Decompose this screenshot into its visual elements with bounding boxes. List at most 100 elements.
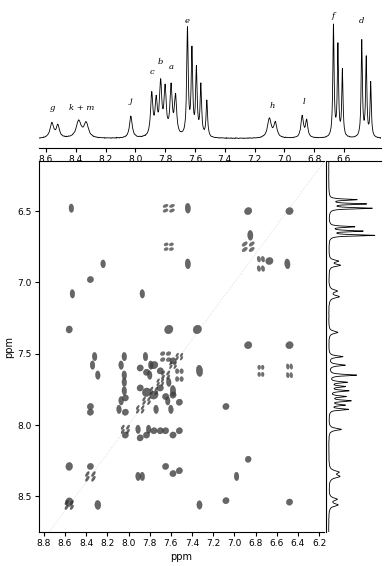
Ellipse shape	[170, 392, 176, 398]
Ellipse shape	[66, 326, 72, 333]
Ellipse shape	[87, 404, 94, 410]
Ellipse shape	[164, 243, 168, 246]
Ellipse shape	[193, 325, 202, 334]
Ellipse shape	[174, 362, 177, 365]
Ellipse shape	[166, 397, 170, 405]
Text: b: b	[158, 58, 163, 66]
Ellipse shape	[122, 352, 127, 361]
Ellipse shape	[163, 204, 168, 208]
Ellipse shape	[141, 405, 144, 410]
Ellipse shape	[157, 382, 159, 386]
Ellipse shape	[174, 365, 177, 368]
Ellipse shape	[121, 429, 124, 434]
Ellipse shape	[249, 242, 254, 246]
Ellipse shape	[175, 376, 179, 381]
Ellipse shape	[136, 405, 139, 410]
Ellipse shape	[169, 362, 172, 365]
Ellipse shape	[196, 365, 203, 376]
Ellipse shape	[119, 361, 124, 370]
Ellipse shape	[95, 371, 100, 379]
Ellipse shape	[161, 382, 164, 386]
Ellipse shape	[258, 372, 261, 376]
Ellipse shape	[150, 361, 158, 369]
Ellipse shape	[286, 208, 293, 215]
Ellipse shape	[87, 464, 94, 470]
Ellipse shape	[136, 409, 139, 413]
Text: d: d	[359, 17, 365, 25]
Text: h: h	[270, 102, 275, 110]
Ellipse shape	[157, 368, 164, 374]
Ellipse shape	[169, 247, 174, 251]
Y-axis label: ppm: ppm	[0, 565, 1, 566]
Ellipse shape	[175, 368, 179, 374]
Ellipse shape	[234, 472, 239, 481]
Ellipse shape	[122, 387, 127, 395]
Ellipse shape	[155, 391, 158, 395]
Ellipse shape	[122, 409, 129, 415]
Text: a: a	[169, 63, 174, 71]
Ellipse shape	[140, 290, 145, 298]
Ellipse shape	[149, 361, 153, 370]
Ellipse shape	[160, 358, 165, 362]
Ellipse shape	[147, 401, 151, 405]
Ellipse shape	[261, 256, 265, 262]
Ellipse shape	[119, 397, 124, 405]
Ellipse shape	[87, 276, 94, 282]
Ellipse shape	[257, 256, 261, 262]
Ellipse shape	[70, 290, 75, 298]
X-axis label: ppm: ppm	[171, 552, 192, 562]
Ellipse shape	[155, 387, 158, 391]
Ellipse shape	[170, 358, 176, 364]
Ellipse shape	[223, 404, 229, 410]
Ellipse shape	[143, 352, 148, 361]
Ellipse shape	[261, 265, 265, 272]
Ellipse shape	[122, 395, 129, 401]
Text: l: l	[302, 98, 305, 106]
Ellipse shape	[142, 388, 151, 397]
Ellipse shape	[143, 369, 150, 375]
Ellipse shape	[161, 375, 165, 379]
Ellipse shape	[150, 391, 158, 399]
Ellipse shape	[164, 325, 173, 334]
Ellipse shape	[87, 409, 94, 415]
Ellipse shape	[161, 379, 164, 383]
Ellipse shape	[180, 368, 183, 374]
Ellipse shape	[261, 372, 264, 376]
Ellipse shape	[244, 208, 252, 215]
Ellipse shape	[162, 393, 169, 400]
Ellipse shape	[146, 425, 151, 434]
Ellipse shape	[137, 385, 143, 391]
Ellipse shape	[166, 358, 171, 362]
Ellipse shape	[257, 265, 261, 272]
Ellipse shape	[258, 365, 261, 370]
Ellipse shape	[266, 258, 273, 264]
Ellipse shape	[185, 203, 191, 213]
Ellipse shape	[180, 353, 183, 357]
Ellipse shape	[122, 371, 127, 379]
Ellipse shape	[176, 357, 179, 360]
Ellipse shape	[180, 376, 183, 381]
Text: k + m: k + m	[69, 104, 94, 112]
Ellipse shape	[65, 505, 68, 509]
Ellipse shape	[197, 501, 202, 509]
Ellipse shape	[140, 472, 145, 481]
Ellipse shape	[244, 342, 252, 349]
Ellipse shape	[170, 385, 176, 396]
Ellipse shape	[142, 401, 146, 405]
Text: ppm: ppm	[4, 336, 14, 358]
Ellipse shape	[166, 378, 171, 387]
Ellipse shape	[176, 427, 182, 434]
Ellipse shape	[70, 505, 74, 509]
Ellipse shape	[90, 361, 95, 370]
Ellipse shape	[162, 464, 169, 470]
Ellipse shape	[169, 209, 174, 212]
Ellipse shape	[150, 387, 153, 391]
Ellipse shape	[147, 397, 151, 401]
Ellipse shape	[167, 371, 170, 375]
Text: f: f	[332, 12, 335, 20]
Ellipse shape	[70, 500, 74, 505]
Text: c: c	[149, 68, 154, 76]
Ellipse shape	[142, 397, 146, 401]
Ellipse shape	[161, 371, 165, 375]
Ellipse shape	[242, 247, 247, 252]
